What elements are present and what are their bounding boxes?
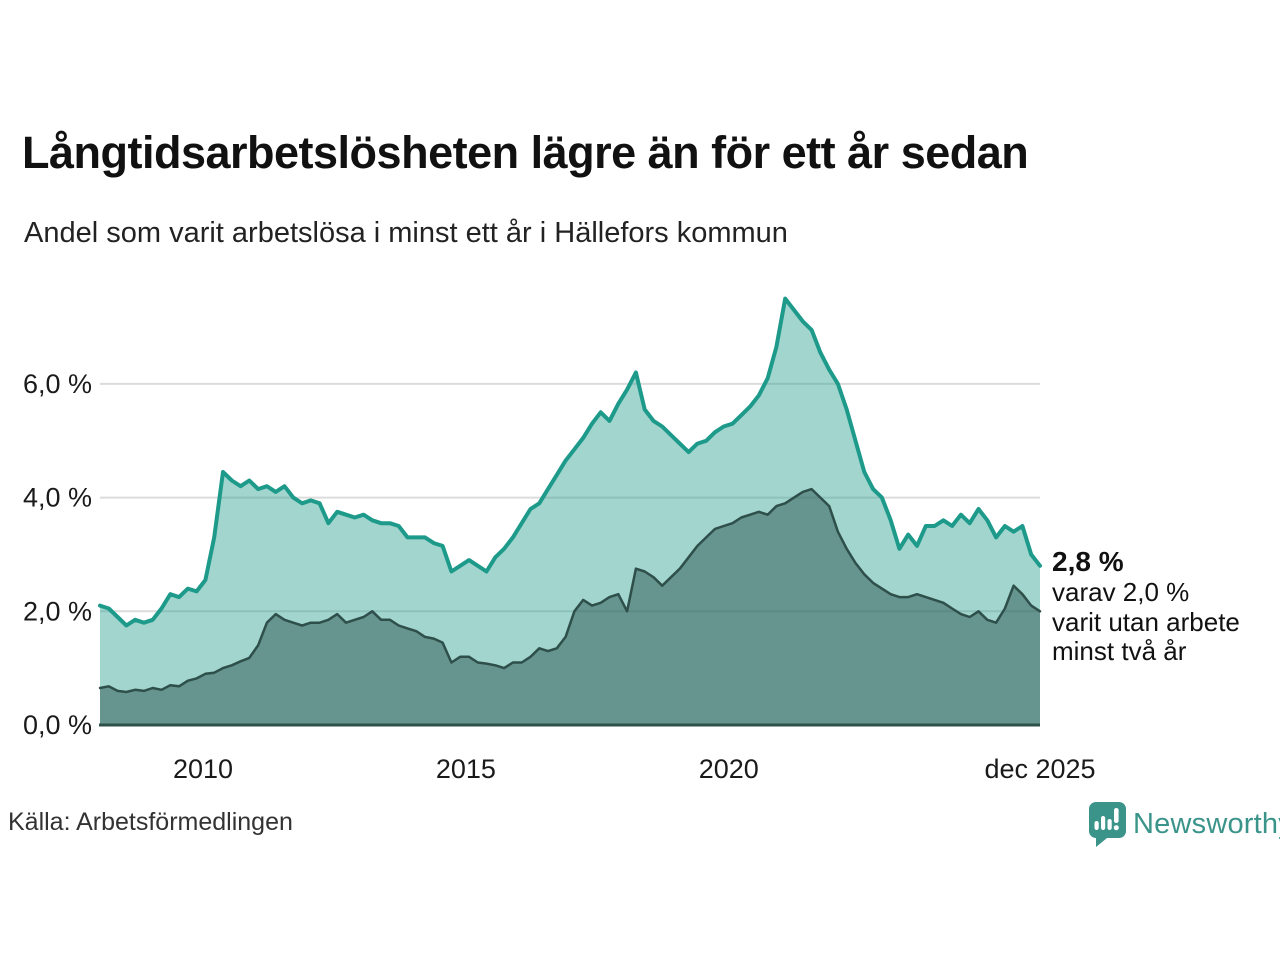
x-axis-label: dec 2025	[984, 754, 1095, 784]
annotation-detail-line: varit utan arbete	[1052, 606, 1240, 637]
y-axis-label: 2,0 %	[23, 596, 92, 626]
annotation-detail-line: varav 2,0 %	[1052, 577, 1190, 608]
source-label: Källa: Arbetsförmedlingen	[8, 808, 293, 836]
varav-utan-arbete-minst-tva-ar-area	[100, 489, 1040, 725]
varav-utan-arbete-minst-tva-ar-line	[98, 487, 1042, 694]
newsworthy-logo-text: Newsworthy	[1133, 808, 1280, 840]
x-axis-label: 2015	[436, 754, 496, 784]
speech-bubble-bar-chart-icon	[1089, 802, 1126, 847]
bar-tall	[1107, 819, 1112, 830]
exclamation-bar	[1114, 808, 1119, 823]
x-axis-label: 2020	[699, 754, 759, 784]
annotation-detail-line: minst två år	[1052, 635, 1187, 666]
y-axis-label: 6,0 %	[23, 369, 92, 399]
x-axis-label: 2010	[173, 754, 233, 784]
exclamation-dot	[1113, 825, 1119, 831]
page-subtitle: Andel som varit arbetslösa i minst ett å…	[24, 217, 788, 249]
y-axis-label: 4,0 %	[23, 483, 92, 513]
y-axis-label: 0,0 %	[23, 710, 92, 740]
bar-small	[1094, 821, 1099, 830]
arbetslosa-minst-ett-ar-line	[98, 296, 1042, 628]
page-title: Långtidsarbetslösheten lägre än för ett …	[22, 127, 1029, 178]
newsworthy-logo: Newsworthy	[1086, 801, 1280, 848]
latest-value-annotation: 2,8 % varav 2,0 % varit utan arbete mins…	[1052, 546, 1277, 666]
latest-value: 2,8 %	[1052, 546, 1124, 577]
bar-medium	[1101, 816, 1106, 830]
